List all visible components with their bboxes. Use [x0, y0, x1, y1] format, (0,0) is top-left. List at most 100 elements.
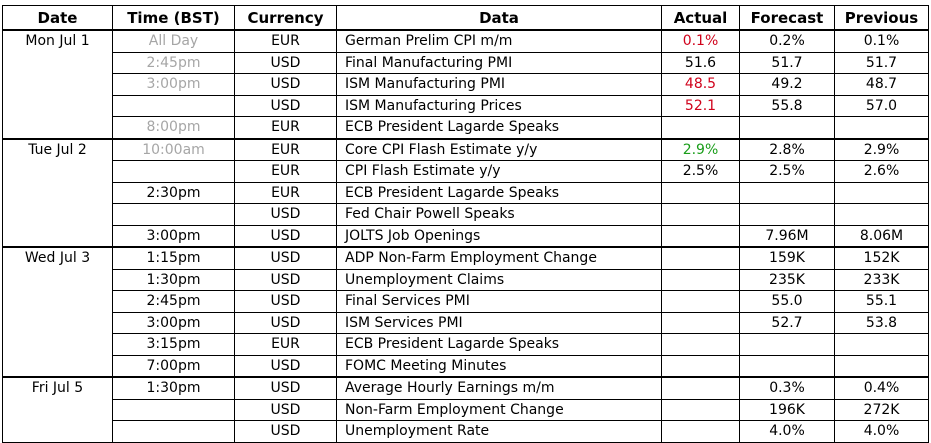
currency-cell: USD [234, 290, 337, 313]
previous-cell [834, 116, 929, 139]
previous-cell: 2.9% [834, 137, 929, 161]
forecast-cell [739, 181, 835, 204]
time-cell [112, 160, 235, 183]
forecast-cell: 159K [739, 246, 835, 270]
currency-cell: USD [234, 246, 337, 270]
currency-cell: USD [234, 73, 337, 96]
table-row: USD Non-Farm Employment Change 196K 272K [3, 398, 929, 421]
table-row: 2:45pm USD Final Services PMI 55.0 55.1 [3, 290, 929, 313]
currency-cell: USD [234, 376, 337, 400]
forecast-cell: 2.8% [739, 137, 835, 161]
header-previous: Previous [834, 5, 929, 31]
actual-cell [661, 420, 740, 443]
table-row: Mon Jul 1 All Day EUR German Prelim CPI m/m… [2, 29, 929, 139]
actual-cell [661, 354, 740, 378]
actual-cell [661, 246, 740, 270]
table-row: USD Fed Chair Powell Speaks [3, 203, 929, 226]
time-cell: 7:00pm [112, 354, 235, 378]
event-name-cell: German Prelim CPI m/m [336, 29, 662, 53]
forecast-cell [739, 354, 835, 378]
previous-cell: 2.6% [834, 160, 929, 183]
currency-cell: USD [234, 51, 337, 74]
actual-cell [661, 224, 740, 248]
event-name-cell: Unemployment Rate [336, 420, 662, 443]
previous-cell: 233K [834, 268, 929, 291]
forecast-cell [739, 116, 835, 139]
forecast-cell: 51.7 [739, 51, 835, 74]
currency-cell: USD [234, 268, 337, 291]
previous-cell: 4.0% [834, 420, 929, 443]
event-name-cell: ECB President Lagarde Speaks [336, 333, 662, 356]
currency-cell: EUR [234, 160, 337, 183]
previous-cell: 8.06M [834, 224, 929, 248]
table-row: 3:00pm USD ISM Manufacturing PMI 48.5 49.2 48… [3, 73, 929, 96]
forecast-cell: 55.0 [739, 290, 835, 313]
actual-cell [661, 203, 740, 226]
previous-cell: 57.0 [834, 94, 929, 117]
actual-cell [661, 376, 740, 400]
currency-cell: EUR [234, 333, 337, 356]
actual-cell: 2.9% [661, 137, 740, 161]
event-name-cell: Fed Chair Powell Speaks [336, 203, 662, 226]
forecast-cell: 196K [739, 398, 835, 421]
forecast-cell: 0.3% [739, 376, 835, 400]
actual-cell: 51.6 [661, 51, 740, 74]
date-cell: Wed Jul 3 [2, 246, 113, 378]
table-row: USD ISM Manufacturing Prices 52.1 55.8 57.0 [3, 94, 929, 117]
previous-cell: 272K [834, 398, 929, 421]
forecast-cell: 49.2 [739, 73, 835, 96]
time-cell: 1:30pm [112, 268, 235, 291]
table-row: 1:30pm USD Unemployment Claims 235K 233K [3, 268, 929, 291]
time-cell: 3:00pm [112, 224, 235, 248]
actual-cell [661, 116, 740, 139]
currency-cell: USD [234, 354, 337, 378]
previous-cell: 53.8 [834, 311, 929, 334]
forecast-cell: 2.5% [739, 160, 835, 183]
forecast-cell: 0.2% [739, 29, 835, 53]
currency-cell: EUR [234, 137, 337, 161]
forecast-cell: 7.96M [739, 224, 835, 248]
time-cell: 2:30pm [112, 181, 235, 204]
event-name-cell: CPI Flash Estimate y/y [336, 160, 662, 183]
actual-cell: 0.1% [661, 29, 740, 53]
table-row: 3:00pm USD JOLTS Job Openings 7.96M 8.06M [3, 224, 929, 248]
currency-cell: USD [234, 311, 337, 334]
currency-cell: USD [234, 94, 337, 117]
time-cell [112, 398, 235, 421]
event-name-cell: FOMC Meeting Minutes [336, 354, 662, 378]
forecast-cell [739, 203, 835, 226]
header-time: Time (BST) [112, 5, 235, 31]
time-cell: 8:00pm [112, 116, 235, 139]
event-name-cell: Final Services PMI [336, 290, 662, 313]
currency-cell: USD [234, 224, 337, 248]
previous-cell [834, 181, 929, 204]
time-cell: 3:00pm [112, 73, 235, 96]
time-cell: 2:45pm [112, 290, 235, 313]
currency-cell: USD [234, 420, 337, 443]
header-row: Date Time (BST) Currency Data Actual For… [2, 5, 929, 31]
time-cell: 1:30pm [112, 376, 235, 400]
actual-cell [661, 311, 740, 334]
previous-cell: 51.7 [834, 51, 929, 74]
actual-cell [661, 181, 740, 204]
actual-cell [661, 398, 740, 421]
forecast-cell: 52.7 [739, 311, 835, 334]
currency-cell: USD [234, 398, 337, 421]
previous-cell: 0.4% [834, 376, 929, 400]
actual-cell [661, 290, 740, 313]
currency-cell: EUR [234, 29, 337, 53]
previous-cell: 55.1 [834, 290, 929, 313]
economic-calendar-table: Date Time (BST) Currency Data Actual For… [2, 5, 929, 443]
forecast-cell: 235K [739, 268, 835, 291]
date-cell: Mon Jul 1 [2, 29, 113, 139]
previous-cell [834, 354, 929, 378]
header-forecast: Forecast [739, 5, 835, 31]
event-name-cell: ECB President Lagarde Speaks [336, 116, 662, 139]
event-name-cell: Core CPI Flash Estimate y/y [336, 137, 662, 161]
header-date: Date [2, 5, 113, 31]
table-row: USD Unemployment Rate 4.0% 4.0% [3, 420, 929, 443]
table-row: 3:00pm USD ISM Services PMI 52.7 53.8 [3, 311, 929, 334]
currency-cell: EUR [234, 181, 337, 204]
table-row: EUR CPI Flash Estimate y/y 2.5% 2.5% 2.6% [3, 160, 929, 183]
forecast-cell: 55.8 [739, 94, 835, 117]
